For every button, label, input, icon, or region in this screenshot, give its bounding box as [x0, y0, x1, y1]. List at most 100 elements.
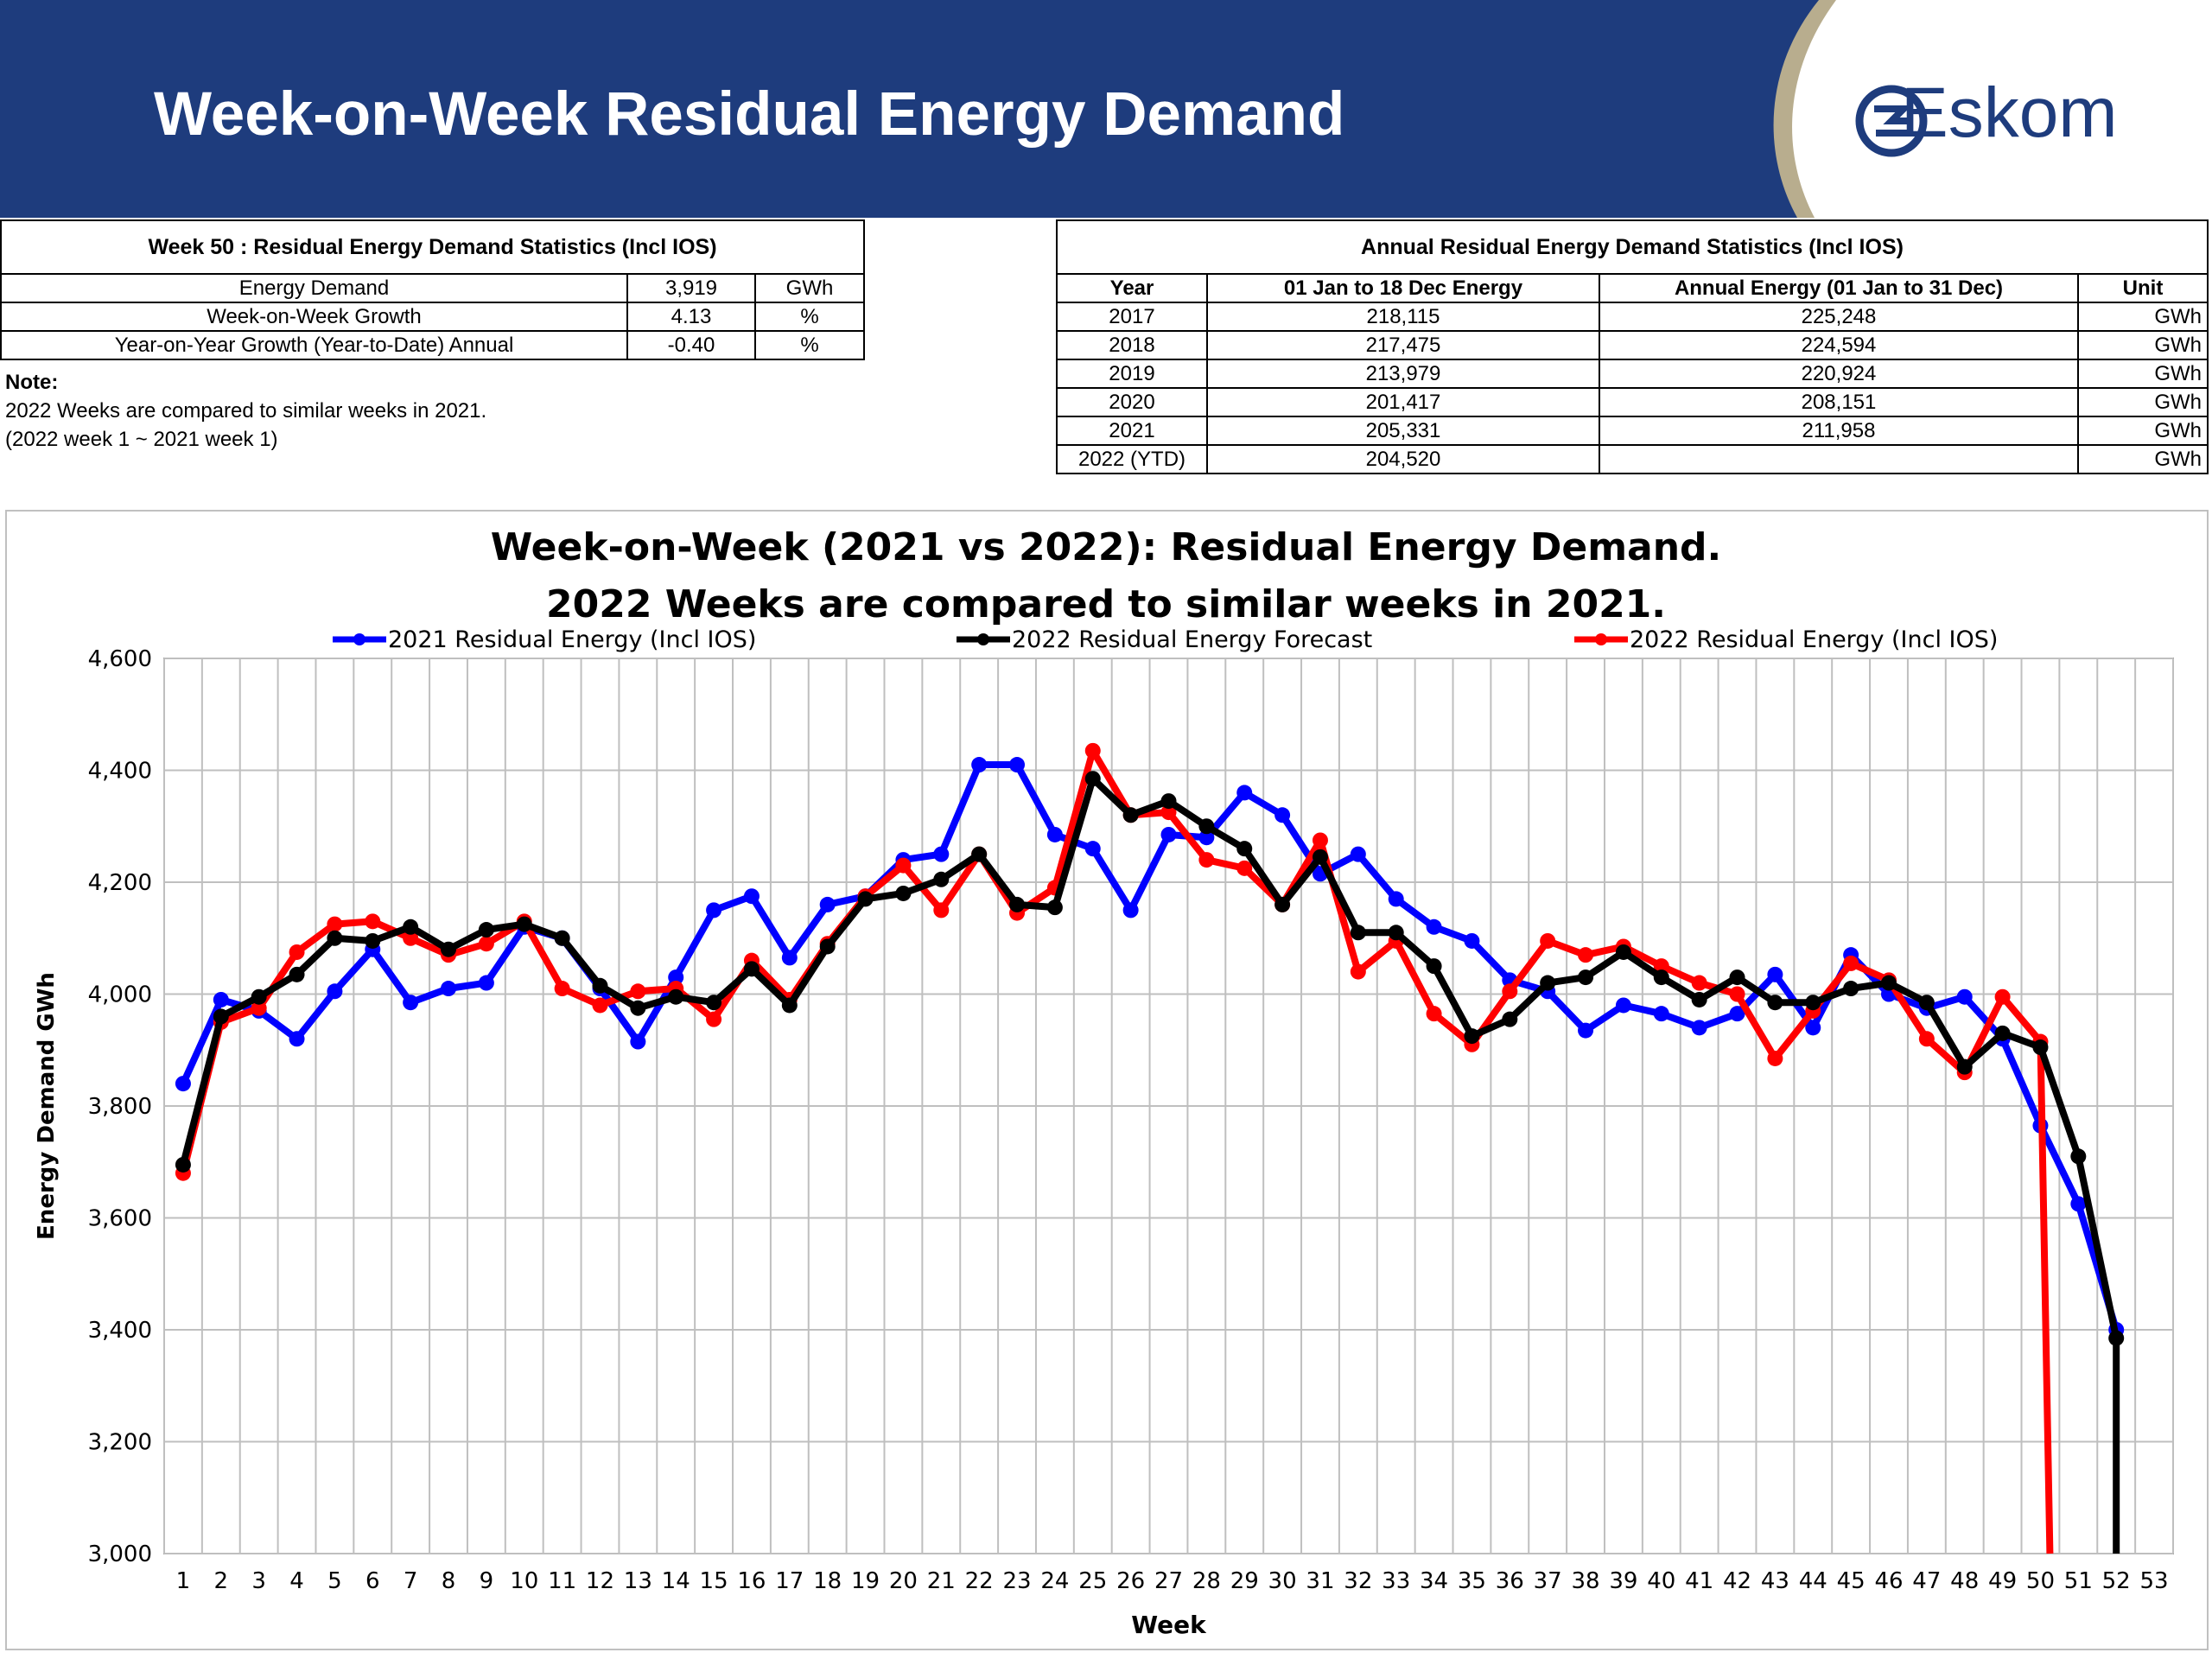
data-point: [1578, 969, 1594, 986]
x-tick-label: 12: [586, 1568, 614, 1594]
stat-value: -0.40: [626, 330, 756, 360]
unit-cell: GWh: [2077, 330, 2209, 360]
x-tick-label: 7: [404, 1568, 418, 1594]
data-point: [1729, 1006, 1745, 1022]
x-tick-label: 49: [1988, 1568, 2017, 1594]
data-point: [1578, 1022, 1594, 1039]
data-point: [1691, 975, 1707, 991]
data-point: [971, 846, 988, 862]
annual-energy-cell: 211,958: [1599, 416, 2079, 446]
data-point: [1767, 966, 1783, 982]
x-tick-label: 15: [700, 1568, 728, 1594]
x-tick-label: 41: [1685, 1568, 1713, 1594]
data-point: [554, 930, 570, 946]
data-point: [478, 975, 494, 991]
data-point: [706, 1011, 722, 1027]
year-cell: 2021: [1056, 416, 1208, 446]
data-point: [1350, 925, 1366, 941]
unit-cell: GWh: [2077, 359, 2209, 389]
data-point: [1956, 988, 1973, 1005]
x-tick-label: 53: [2140, 1568, 2169, 1594]
data-point: [1653, 969, 1669, 986]
y-tick-label: 4,400: [88, 759, 152, 785]
data-point: [895, 857, 912, 874]
data-point: [1009, 757, 1026, 773]
stat-unit: %: [754, 302, 865, 332]
data-point: [1009, 896, 1026, 912]
data-point: [213, 1008, 229, 1025]
series-2: [175, 771, 2125, 1554]
data-point: [819, 938, 836, 955]
data-point: [1502, 1011, 1518, 1027]
data-point: [668, 969, 684, 986]
data-point: [592, 977, 608, 994]
eskom-logo-icon: [1855, 85, 1928, 157]
legend-marker: [977, 633, 989, 645]
x-tick-label: 45: [1837, 1568, 1866, 1594]
data-point: [1918, 995, 1935, 1011]
data-point: [1236, 785, 1253, 801]
x-tick-label: 46: [1874, 1568, 1903, 1594]
data-point: [1653, 1006, 1669, 1022]
data-point: [1160, 793, 1177, 810]
data-point: [1691, 1020, 1707, 1036]
x-tick-label: 25: [1078, 1568, 1107, 1594]
x-tick-label: 29: [1230, 1568, 1259, 1594]
table-row: 2022 (YTD) 204,520 GWh: [1056, 444, 2209, 474]
year-cell: 2017: [1056, 302, 1208, 332]
x-tick-label: 3: [251, 1568, 266, 1594]
data-point: [1312, 849, 1328, 865]
stat-label: Week-on-Week Growth: [0, 302, 628, 332]
data-point: [1122, 902, 1139, 918]
y-tick-label: 3,000: [88, 1541, 152, 1567]
ytd-energy-cell: 213,979: [1206, 359, 1600, 389]
legend-label: 2022 Residual Energy (Incl IOS): [1630, 626, 1998, 653]
legend-label: 2022 Residual Energy Forecast: [1012, 626, 1372, 653]
ytd-energy-cell: 217,475: [1206, 330, 1600, 360]
data-point: [327, 983, 343, 1000]
x-tick-label: 52: [2102, 1568, 2131, 1594]
unit-cell: GWh: [2077, 387, 2209, 417]
data-point: [1198, 818, 1215, 835]
x-tick-label: 30: [1268, 1568, 1297, 1594]
data-point: [1426, 1006, 1442, 1022]
data-point: [175, 1156, 191, 1173]
x-tick-label: 23: [1002, 1568, 1031, 1594]
stat-value: 3,919: [626, 273, 756, 303]
chart-frame: [5, 510, 2209, 1650]
stat-value: 4.13: [626, 302, 756, 332]
x-tick-label: 19: [851, 1568, 880, 1594]
data-point: [478, 922, 494, 938]
data-point: [441, 941, 457, 957]
data-point: [1350, 963, 1366, 980]
annual-stats-caption: Annual Residual Energy Demand Statistics…: [1056, 219, 2209, 275]
x-tick-label: 34: [1420, 1568, 1448, 1594]
data-point: [857, 891, 874, 907]
annual-energy-cell: 225,248: [1599, 302, 2079, 332]
data-point: [1729, 969, 1745, 986]
data-point: [1540, 975, 1556, 991]
x-tick-label: 37: [1534, 1568, 1562, 1594]
table-row: 2017 218,115 225,248 GWh: [1056, 302, 2209, 332]
data-point: [706, 995, 722, 1011]
stat-label: Energy Demand: [0, 273, 628, 303]
y-tick-label: 3,200: [88, 1430, 152, 1456]
x-tick-label: 21: [927, 1568, 956, 1594]
data-point: [1615, 944, 1631, 960]
data-point: [781, 997, 798, 1014]
x-tick-label: 10: [510, 1568, 538, 1594]
data-point: [251, 1000, 267, 1016]
data-point: [1994, 1025, 2011, 1041]
x-axis-title: Week: [1131, 1611, 1207, 1639]
data-point: [781, 950, 798, 966]
data-point: [1994, 988, 2011, 1005]
x-tick-label: 31: [1306, 1568, 1334, 1594]
data-point: [1160, 804, 1177, 821]
x-tick-label: 20: [889, 1568, 918, 1594]
ytd-energy-cell: 201,417: [1206, 387, 1600, 417]
x-tick-label: 48: [1950, 1568, 1979, 1594]
weekly-stats-table: Week 50 : Residual Energy Demand Statist…: [0, 219, 865, 360]
data-point: [175, 1076, 191, 1092]
data-point: [1464, 932, 1480, 949]
y-tick-label: 4,600: [88, 646, 152, 672]
